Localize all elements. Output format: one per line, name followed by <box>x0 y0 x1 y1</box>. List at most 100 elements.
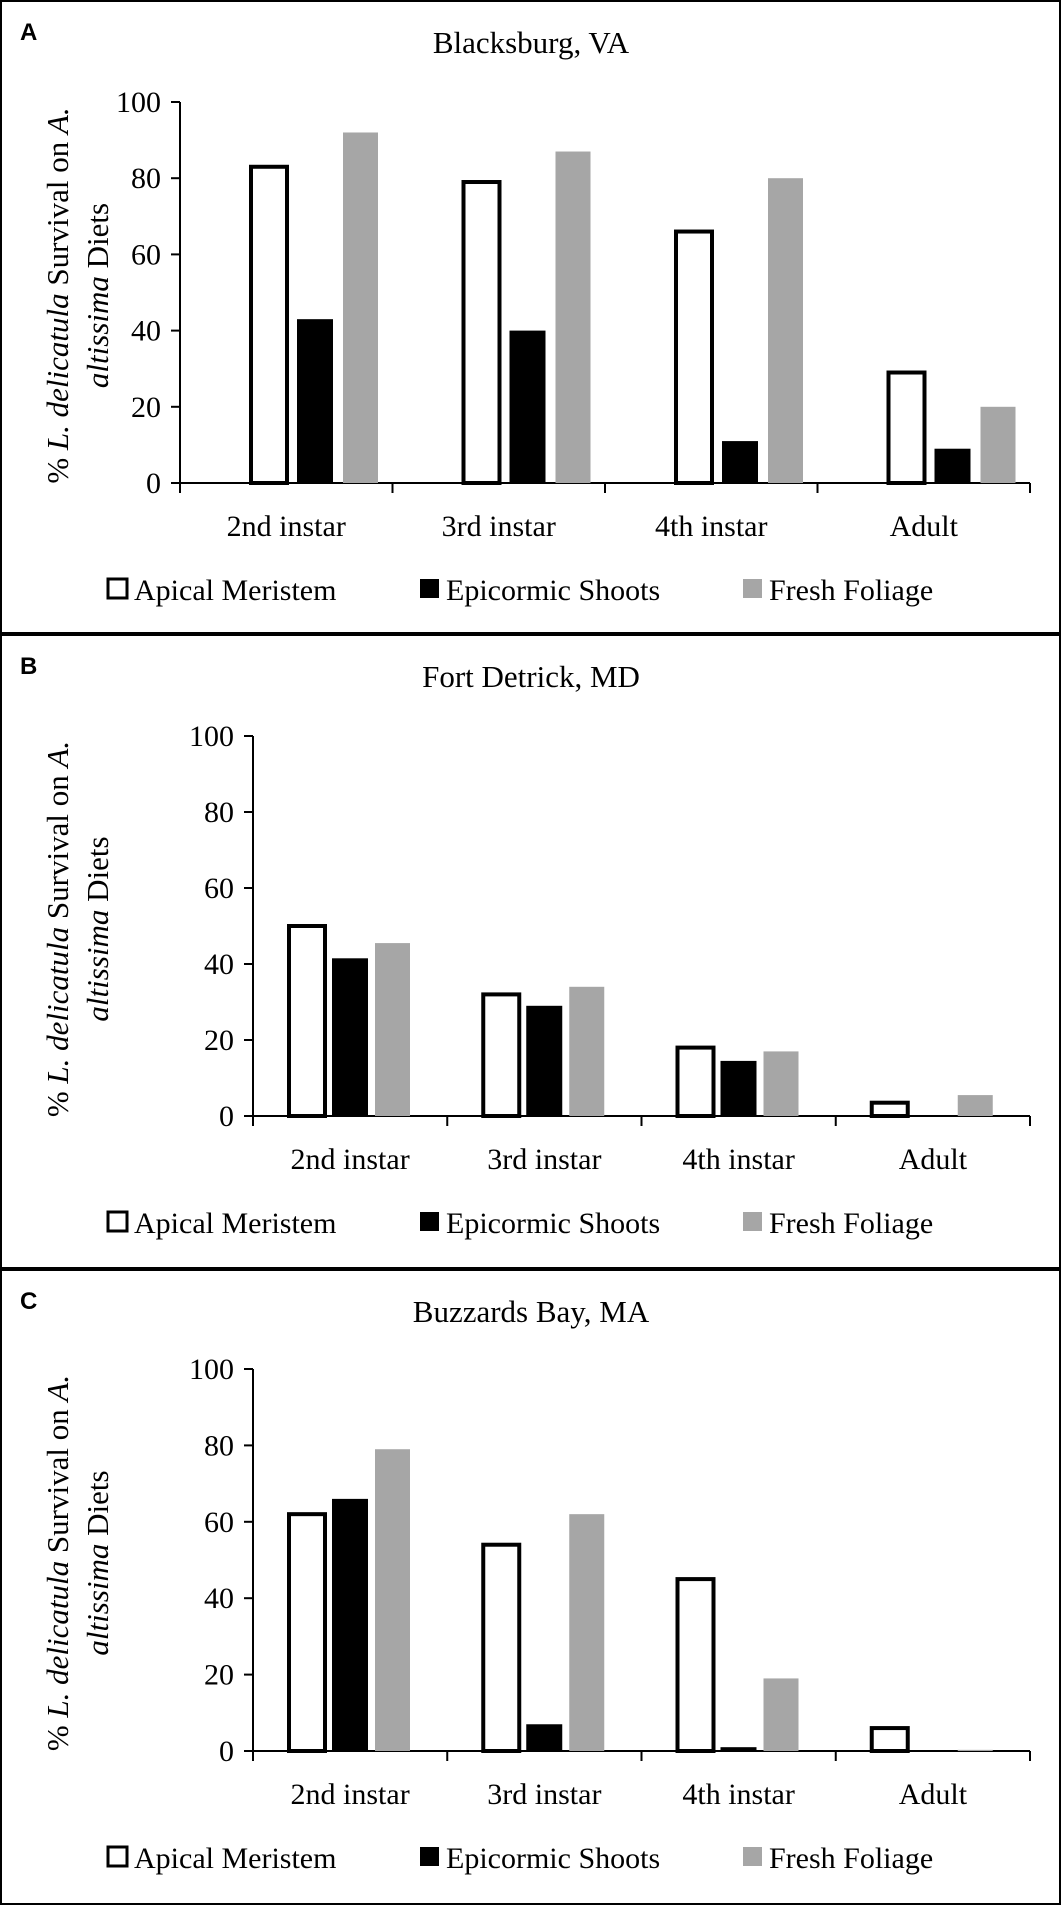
y-axis-label-part: % <box>40 1084 75 1118</box>
legend-swatch <box>743 579 762 598</box>
panel-a: A Blacksburg, VA 0 20 40 60 80 100 2nd instar 3rd… <box>0 0 1061 634</box>
legend-label: Fresh Foliage <box>769 1207 933 1240</box>
y-axis-label-part: altissima <box>80 910 115 1022</box>
y-tick-label: 80 <box>204 796 234 829</box>
bar-epicormic-shoots <box>934 448 971 483</box>
bar-epicormic-shoots <box>332 958 368 1116</box>
bar-epicormic-shoots <box>297 319 333 483</box>
bar-fresh-foliage <box>763 1051 799 1116</box>
legend-item: Epicormic Shoots <box>420 574 660 607</box>
panel-label: A <box>20 19 37 46</box>
legend-swatch <box>106 577 129 600</box>
x-tick-label: 2nd instar <box>291 1778 410 1811</box>
y-tick-label: 60 <box>204 1506 234 1539</box>
y-axis-label-part: altissima <box>80 1544 115 1656</box>
panel-b: B Fort Detrick, MD 0 20 40 60 80 100 2nd instar 3… <box>0 634 1061 1269</box>
y-axis-label-part: % <box>40 1718 75 1752</box>
bar-epicormic-shoots <box>722 441 758 483</box>
bar-epicormic-shoots <box>526 1724 563 1751</box>
legend-swatch <box>420 579 439 598</box>
x-tick-label: Adult <box>890 510 959 543</box>
x-tick-label: 4th instar <box>682 1778 795 1811</box>
bar-apical-meristem <box>481 992 522 1119</box>
bar-apical-meristem <box>869 1100 910 1118</box>
y-axis-label-line2: altissima Diets <box>80 1470 115 1655</box>
bar-apical-meristem <box>287 1512 327 1754</box>
y-tick-label: 0 <box>146 467 161 500</box>
legend-item: Epicormic Shoots <box>420 1207 660 1240</box>
bar-fresh-foliage <box>555 151 591 483</box>
y-axis-label-line1: % L. delicatula Survival on A. <box>40 107 75 483</box>
x-tick-label: 3rd instar <box>487 1143 601 1176</box>
x-tick-label: 2nd instar <box>227 510 346 543</box>
x-tick-label: 3rd instar <box>442 510 556 543</box>
y-axis-label-part: altissima <box>80 276 115 388</box>
y-tick-label: 20 <box>131 391 161 424</box>
y-axis-label-part: Survival on <box>40 768 75 927</box>
bar-fresh-foliage <box>768 178 803 483</box>
y-tick-label: 60 <box>131 238 161 271</box>
x-tick-label: Adult <box>899 1143 968 1176</box>
bar-fresh-foliage <box>569 986 605 1116</box>
y-tick-label: 80 <box>131 162 161 195</box>
y-tick-label: 80 <box>204 1429 234 1462</box>
y-axis-label-line1: % L. delicatula Survival on A. <box>40 1375 75 1751</box>
bar-apical-meristem <box>287 924 327 1118</box>
panel-label: B <box>20 653 37 680</box>
legend-swatch <box>106 1210 129 1233</box>
y-tick-label: 100 <box>189 1353 234 1386</box>
legend-label: Fresh Foliage <box>769 574 933 607</box>
panel-label: C <box>20 1288 37 1315</box>
bar-apical-meristem <box>869 1726 910 1753</box>
bar-apical-meristem <box>461 180 502 485</box>
y-tick-label: 0 <box>219 1100 234 1133</box>
legend-label: Apical Meristem <box>134 1842 336 1875</box>
bar-fresh-foliage <box>957 1749 993 1751</box>
y-axis-label-line2: altissima Diets <box>80 836 115 1021</box>
bar-epicormic-shoots <box>720 1060 757 1116</box>
y-axis-label-part: L. delicatula <box>40 1561 75 1719</box>
bar-fresh-foliage <box>763 1678 799 1751</box>
bar-fresh-foliage <box>343 132 378 484</box>
bar-apical-meristem <box>674 229 714 485</box>
y-tick-label: 20 <box>204 1024 234 1057</box>
panel-frame <box>0 1269 1061 1905</box>
legend-item: Fresh Foliage <box>743 574 933 607</box>
y-axis-label-part: A. <box>40 1375 75 1404</box>
bar-apical-meristem <box>675 1577 716 1753</box>
panel-frame <box>0 0 1061 634</box>
y-tick-label: 100 <box>189 720 234 753</box>
legend-item: Fresh Foliage <box>743 1842 933 1875</box>
legend-label: Epicormic Shoots <box>446 1842 660 1875</box>
y-axis-label-part: % <box>40 450 75 484</box>
y-tick-label: 100 <box>116 86 161 119</box>
x-tick-label: 3rd instar <box>487 1778 601 1811</box>
legend-item: Epicormic Shoots <box>420 1842 660 1875</box>
bar-apical-meristem <box>481 1542 522 1753</box>
legend-swatch <box>420 1847 439 1866</box>
bar-fresh-foliage <box>980 406 1016 483</box>
bar-epicormic-shoots <box>720 1747 757 1751</box>
legend-label: Epicormic Shoots <box>446 574 660 607</box>
y-tick-label: 60 <box>204 872 234 905</box>
legend-label: Fresh Foliage <box>769 1842 933 1875</box>
bar-epicormic-shoots <box>509 330 546 483</box>
legend-label: Apical Meristem <box>134 1207 336 1240</box>
panel-c: C Buzzards Bay, MA 0 20 40 60 80 100 2nd instar 3… <box>0 1269 1061 1905</box>
legend-label: Apical Meristem <box>134 574 336 607</box>
bar-fresh-foliage <box>375 1449 410 1751</box>
x-tick-label: 4th instar <box>655 510 768 543</box>
bar-fresh-foliage <box>375 943 410 1116</box>
y-axis-label-part: A. <box>40 107 75 136</box>
legend-item: Apical Meristem <box>106 574 336 607</box>
y-axis-label-part: A. <box>40 741 75 770</box>
y-tick-label: 20 <box>204 1659 234 1692</box>
y-axis-label-part: Survival on <box>40 1402 75 1561</box>
y-axis-label-part: L. delicatula <box>40 293 75 451</box>
legend-item: Fresh Foliage <box>743 1207 933 1240</box>
bar-apical-meristem <box>675 1045 716 1118</box>
y-axis-label-line2: altissima Diets <box>80 203 115 388</box>
chart-title: Fort Detrick, MD <box>422 659 640 694</box>
bar-fresh-foliage <box>569 1514 605 1751</box>
